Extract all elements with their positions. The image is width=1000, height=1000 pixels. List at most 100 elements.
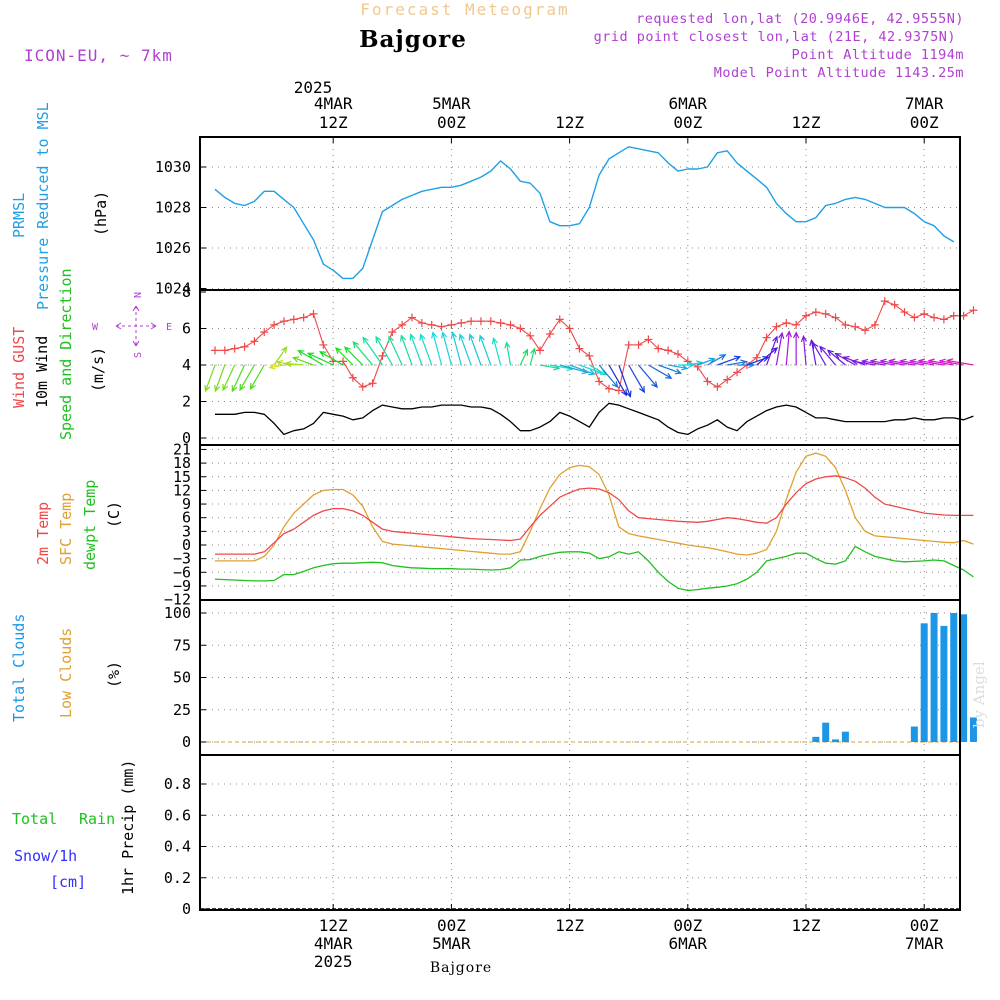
top-hour-label: 12Z [792, 113, 821, 132]
gust-marker [890, 300, 899, 309]
gust-marker [683, 357, 692, 366]
gust-marker [457, 319, 466, 328]
total-cloud-bar [960, 614, 968, 742]
wind-arrowhead [651, 381, 658, 389]
wind-arrow [388, 336, 403, 366]
total-label: Total [12, 810, 57, 828]
bottom-hour-label: 00Z [673, 916, 702, 935]
wind-arrow [519, 349, 528, 366]
wind-arrowhead [204, 384, 211, 393]
data-layer [200, 146, 978, 910]
wind-arrow [588, 364, 607, 376]
wind-arrowhead [625, 390, 632, 398]
wind-arrow [802, 336, 807, 366]
gust-marker [388, 328, 397, 337]
dewpt-label: dewpt Temp [81, 480, 99, 570]
wind-arrowhead [400, 334, 407, 342]
total-cloud-bar [812, 736, 820, 742]
wind-arrow [598, 364, 619, 388]
wind-panel-labels: Wind GUST 10m Wind Speed and Direction (… [10, 268, 172, 440]
wind-arrowhead [621, 389, 628, 397]
gust-line [215, 300, 974, 392]
speed-direction-label: Speed and Direction [57, 268, 75, 440]
clouds-ytick-label: 0 [182, 733, 191, 751]
top-hour-label: 00Z [673, 113, 702, 132]
clouds-ytick-label: 100 [164, 604, 191, 622]
gust-marker [752, 353, 761, 362]
top-hour-label: 12Z [555, 113, 584, 132]
gust-marker [831, 313, 840, 322]
wind-arrow [928, 360, 954, 366]
wind-arrowhead [772, 335, 779, 343]
cloud-panel-labels: Total Clouds Low Clouds (%) [10, 614, 123, 722]
temp-ytick-label: 3 [182, 522, 191, 540]
wind-arrow [451, 332, 462, 366]
pressure-ytick-label: 1030 [155, 158, 191, 176]
gust-marker [634, 340, 643, 349]
hpa-unit-label: (hPa) [92, 191, 110, 236]
precip-ytick-label: 0.4 [164, 838, 191, 856]
wind-arrowhead [719, 354, 727, 361]
wind-arrow [400, 335, 413, 366]
wind-arrowhead [450, 331, 457, 339]
wind-arrow [239, 364, 255, 391]
wind-arrow [648, 364, 672, 379]
gust-label: Wind GUST [10, 327, 28, 408]
pressure-line [214, 146, 955, 280]
rain-label: Rain [79, 810, 115, 828]
wind-arrow [249, 364, 265, 390]
temp-frame [199, 444, 961, 601]
model-altitude: Model Point Altitude 1143.25m [714, 65, 964, 81]
wind-arrowhead [681, 364, 689, 371]
bottom-hour-label: 12Z [555, 916, 584, 935]
top-hour-label: 12Z [319, 113, 348, 132]
pressure-panel-labels: PRMSL Pressure Reduced to MSL (hPa) [10, 102, 110, 310]
clouds-ytick-label: 25 [173, 701, 191, 719]
gust-marker [723, 375, 732, 384]
wind-arrow [569, 364, 595, 375]
temp-ytick-label: 12 [173, 481, 191, 499]
wind-arrow [618, 364, 631, 397]
wind-arrow [697, 358, 715, 366]
gust-marker [949, 311, 958, 320]
gust-marker [378, 351, 387, 360]
precip-frame [199, 754, 961, 911]
bottom-hour-label: 12Z [319, 916, 348, 935]
compass-w: W [92, 322, 99, 333]
temp-ytick-label: 18 [173, 454, 191, 472]
temp-ytick-label: 9 [182, 495, 191, 513]
wind-arrowhead [231, 385, 238, 393]
wind-arrow [222, 364, 236, 391]
top-hour-label: 00Z [437, 113, 466, 132]
wind-arrowhead [785, 330, 792, 338]
wind-arrowhead [409, 333, 416, 341]
wind-ytick-label: 8 [182, 283, 191, 301]
gust-marker [585, 351, 594, 360]
precip-ytick-label: 0.2 [164, 869, 191, 887]
wind-speed-line [215, 402, 974, 436]
gust-marker [289, 315, 298, 324]
wind-arrowhead [419, 333, 426, 341]
wind-ytick-label: 6 [182, 320, 191, 338]
top-date-label: 4MAR [314, 94, 353, 113]
wind-arrowhead [352, 340, 360, 348]
gust-marker [624, 340, 633, 349]
gust-marker [693, 362, 702, 371]
gust-marker [821, 309, 830, 318]
gust-marker [506, 320, 515, 329]
gust-marker [339, 357, 348, 366]
wind-arrow [707, 354, 726, 366]
gust-marker [358, 382, 367, 391]
gust-marker [319, 340, 328, 349]
compass-icon: N S W E [92, 292, 172, 358]
wind-arrowhead [588, 369, 596, 376]
temp-ytick-label: 15 [173, 468, 191, 486]
total-cloud-bar [950, 613, 958, 742]
gust-marker [250, 337, 259, 346]
wind-arrow [362, 337, 383, 366]
gust-marker [851, 322, 860, 331]
wind-arrow [559, 364, 588, 374]
wind-arrowhead [318, 351, 327, 358]
gust-marker [762, 333, 771, 342]
